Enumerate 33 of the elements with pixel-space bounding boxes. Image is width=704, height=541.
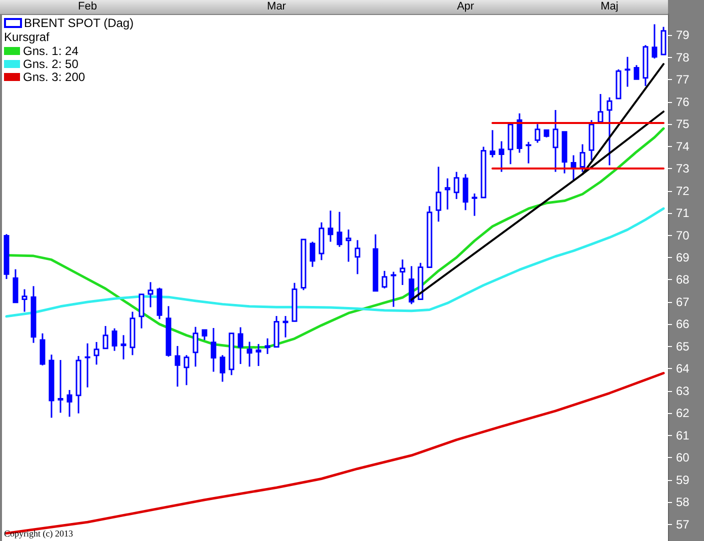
y-tick-label: 57 [676, 517, 690, 532]
y-tick-label: 62 [676, 406, 690, 420]
y-tick-label: 65 [676, 339, 690, 354]
legend-label: Gns. 2: 50 [23, 57, 79, 71]
y-tick-label: 60 [676, 450, 690, 465]
legend-title: Kursgraf [4, 30, 50, 44]
y-tick-label: 76 [676, 94, 690, 109]
x-tick-label: Mar [267, 0, 286, 12]
y-tick-label: 74 [676, 139, 690, 154]
y-tick-label: 58 [676, 495, 690, 510]
y-tick-label: 67 [676, 294, 690, 309]
y-tick-label: 73 [676, 162, 690, 176]
x-tick-label: Maj [600, 0, 618, 12]
legend-label: BRENT SPOT (Dag) [24, 16, 134, 30]
y-tick-label: 66 [676, 317, 690, 332]
y-tick-label: 79 [676, 28, 690, 42]
y-tick-label: 64 [676, 362, 690, 376]
y-tick-label: 68 [676, 272, 690, 287]
y-tick-label: 69 [676, 250, 690, 264]
x-tick-label: Feb [78, 0, 97, 12]
y-tick-label: 77 [676, 72, 690, 87]
legend-label: Gns. 3: 200 [23, 70, 86, 84]
y-tick-label: 59 [676, 472, 690, 487]
y-tick-label: 61 [676, 428, 690, 442]
y-tick-label: 71 [676, 206, 690, 220]
y-tick-label: 75 [676, 117, 690, 132]
legend-label: Gns. 1: 24 [23, 44, 79, 58]
y-tick-label: 70 [676, 228, 690, 242]
y-tick-label: 63 [676, 384, 690, 398]
y-tick-label: 78 [676, 50, 690, 64]
annotation: Copyright (c) 2013 [4, 528, 74, 538]
y-tick-label: 72 [676, 184, 690, 198]
x-tick-label: Apr [456, 0, 474, 12]
